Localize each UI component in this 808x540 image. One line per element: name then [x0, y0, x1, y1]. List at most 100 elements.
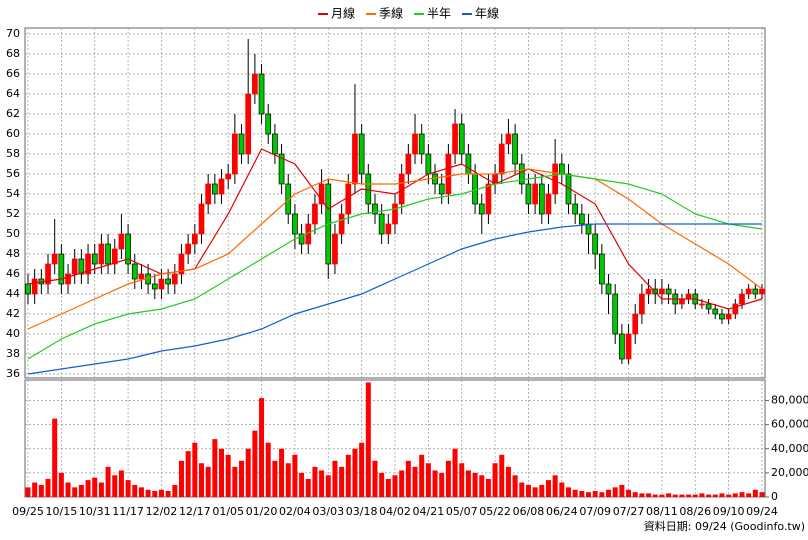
y-tick-label: 58: [6, 147, 20, 160]
volume-bar: [592, 490, 598, 497]
candle-body: [272, 133, 278, 155]
source-note: 資料日期: 09/24 (Goodinfo.tw): [644, 519, 805, 533]
volume-bar: [252, 430, 258, 497]
candle-body: [639, 293, 645, 315]
candle-body: [612, 293, 619, 335]
volume-bar: [472, 472, 478, 497]
candle-body: [265, 113, 272, 135]
y2-tick-label: 60,000: [771, 418, 808, 431]
volume-bar: [706, 494, 712, 497]
y-tick-label: 66: [6, 67, 20, 80]
x-tick-label: 06/08: [513, 505, 545, 518]
y-tick-label: 70: [6, 27, 20, 40]
candle-body: [458, 123, 465, 155]
volume-bar: [392, 475, 398, 497]
volume-bar: [465, 470, 471, 497]
candle-body: [745, 288, 752, 295]
y2-tick-label: 0: [771, 490, 778, 503]
volume-bar: [105, 466, 111, 497]
volume-bar: [626, 489, 632, 497]
volume-bar: [459, 463, 465, 497]
volume-bar: [305, 478, 311, 497]
candle-body: [91, 253, 98, 265]
candle-body: [592, 233, 599, 255]
volume-bar: [726, 494, 732, 497]
volume-bar: [399, 470, 405, 497]
volume-bar: [579, 490, 585, 497]
volume-bar: [78, 484, 84, 497]
x-tick-label: 11/17: [112, 505, 144, 518]
y-tick-label: 46: [6, 267, 20, 280]
candle-body: [118, 233, 125, 250]
candle-body: [545, 193, 552, 215]
candle-body: [378, 213, 385, 235]
volume-bar: [632, 492, 638, 497]
candle-body: [352, 133, 358, 185]
candle-body: [211, 183, 218, 195]
candle-body: [178, 253, 185, 275]
candle-body: [705, 303, 712, 310]
candle-body: [98, 243, 105, 265]
volume-bar: [606, 489, 612, 497]
y-tick-label: 38: [6, 347, 20, 360]
candle-body: [632, 313, 639, 335]
volume-bar: [145, 489, 151, 497]
volume-bar: [158, 489, 164, 497]
volume-bar: [132, 484, 138, 497]
volume-bar: [699, 493, 705, 497]
volume-bar: [365, 382, 371, 497]
candle-body: [485, 183, 492, 215]
candle-body: [45, 263, 51, 285]
volume-bar: [152, 490, 158, 497]
candle-body: [405, 153, 412, 175]
volume-bar: [492, 463, 498, 497]
volume-bar: [212, 439, 218, 497]
candle-body: [372, 203, 378, 215]
candle-body: [278, 153, 285, 185]
volume-bar: [285, 463, 291, 497]
volume-bar: [225, 454, 231, 497]
volume-bar: [419, 454, 425, 497]
candle-body: [685, 293, 692, 300]
candle-body: [572, 203, 579, 215]
volume-bar: [92, 477, 98, 497]
volume-bar: [545, 480, 551, 497]
candle-body: [438, 183, 445, 195]
volume-bar: [172, 484, 178, 497]
legend-label: 月線: [331, 6, 355, 21]
volume-bar: [25, 487, 31, 497]
candle-body: [558, 163, 565, 175]
volume-bar: [219, 448, 225, 497]
candle-body: [505, 133, 512, 145]
volume-bar: [559, 482, 565, 497]
y2-tick-label: 80,000: [771, 394, 808, 407]
volume-bar: [178, 460, 184, 497]
candle-body: [418, 133, 425, 155]
volume-bar: [479, 475, 485, 497]
volume-bar: [272, 460, 278, 497]
volume-bar: [439, 472, 445, 497]
candle-body: [739, 293, 745, 305]
legend-label: 季線: [379, 6, 403, 21]
x-tick-label: 01/05: [212, 505, 244, 518]
volume-bar: [239, 460, 245, 497]
x-tick-label: 12/17: [179, 505, 211, 518]
volume-bar: [292, 454, 298, 497]
volume-bar: [692, 494, 698, 497]
candle-body: [345, 183, 352, 215]
x-tick-label: 07/09: [579, 505, 611, 518]
volume-bar: [265, 442, 271, 497]
volume-bar: [412, 466, 418, 497]
candle-body: [552, 163, 558, 195]
candle-body: [452, 123, 458, 155]
volume-bar: [572, 489, 578, 497]
candle-body: [719, 313, 725, 320]
volume-bar: [352, 448, 358, 497]
y-tick-label: 64: [6, 87, 20, 100]
candle-body: [218, 178, 225, 195]
volume-bar: [332, 460, 338, 497]
volume-bar: [85, 480, 91, 497]
candle-body: [171, 273, 178, 285]
volume-bar: [359, 442, 365, 497]
candle-body: [619, 333, 625, 360]
